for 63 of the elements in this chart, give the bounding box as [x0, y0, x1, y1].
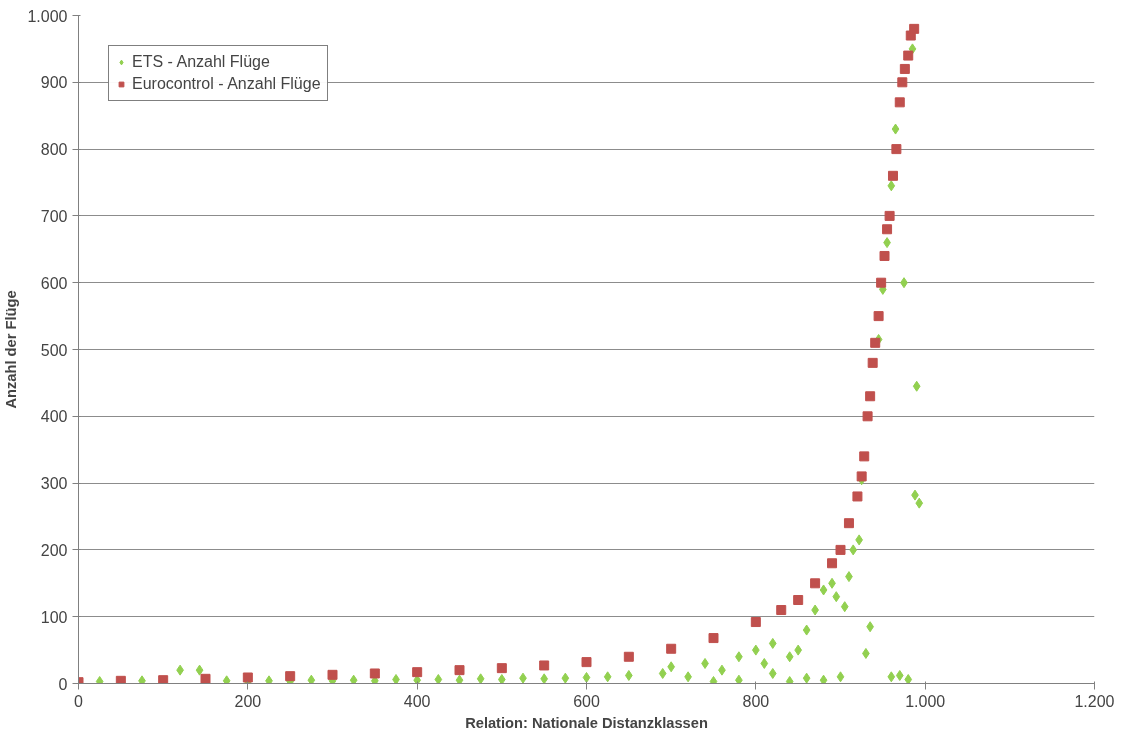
point — [327, 669, 338, 680]
point — [776, 605, 787, 616]
point — [894, 97, 905, 108]
point — [843, 518, 854, 529]
y-tick-label: 800 — [40, 141, 68, 159]
point — [242, 672, 253, 683]
y-tick-label: 500 — [40, 341, 68, 359]
x-tick-label: 1.000 — [905, 692, 946, 710]
point — [827, 558, 838, 569]
point — [862, 411, 873, 422]
legend-label: Eurocontrol - Anzahl Flüge — [132, 75, 321, 93]
point — [873, 311, 884, 322]
point — [859, 451, 870, 462]
y-tick-label: 100 — [40, 608, 68, 626]
point — [882, 224, 893, 235]
point — [879, 250, 890, 261]
point — [412, 667, 423, 678]
y-tick-label: 600 — [40, 274, 68, 292]
point — [887, 170, 898, 181]
legend-label: ETS - Anzahl Flüge — [132, 53, 270, 71]
point — [810, 578, 821, 589]
point — [666, 643, 677, 654]
point — [454, 665, 465, 676]
point — [899, 63, 910, 74]
point — [891, 144, 902, 155]
x-tick-label: 1.200 — [1074, 692, 1115, 710]
point — [852, 491, 863, 502]
y-tick-label: 1.000 — [27, 7, 68, 25]
point — [115, 675, 126, 684]
point — [200, 673, 211, 684]
y-tick-label: 400 — [40, 408, 68, 426]
point — [793, 595, 804, 605]
point — [865, 391, 876, 402]
y-axis-title: Anzahl der Flüge — [3, 290, 20, 409]
point — [708, 633, 719, 644]
x-axis-title: Relation: Nationale Distanzklassen — [465, 714, 708, 731]
point — [750, 617, 761, 628]
point — [369, 668, 380, 679]
x-tick-label: 0 — [74, 692, 84, 710]
y-tick-label: 300 — [40, 475, 68, 493]
point — [623, 651, 634, 662]
point — [285, 671, 296, 682]
point — [539, 660, 550, 671]
point — [856, 471, 867, 482]
point — [870, 337, 881, 348]
x-tick-label: 600 — [573, 692, 600, 710]
point — [884, 210, 895, 221]
y-tick-label: 700 — [40, 207, 68, 225]
point — [897, 77, 908, 88]
x-tick-label: 200 — [234, 692, 262, 710]
point — [867, 357, 878, 368]
point — [909, 23, 920, 34]
y-tick-label: 900 — [40, 74, 68, 92]
y-tick-label: 0 — [58, 675, 68, 693]
y-tick-label: 200 — [40, 541, 68, 559]
point — [876, 277, 887, 288]
point — [903, 50, 914, 61]
point — [496, 663, 507, 674]
point — [158, 675, 169, 684]
x-tick-label: 800 — [742, 692, 770, 710]
point — [581, 657, 592, 668]
x-tick-label: 400 — [403, 692, 431, 710]
point — [835, 544, 846, 555]
